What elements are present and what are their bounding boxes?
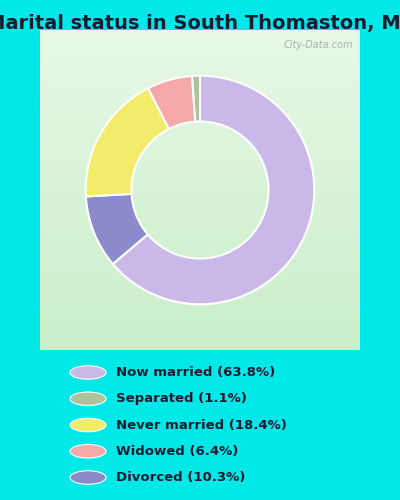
Wedge shape	[148, 76, 195, 129]
Text: Separated (1.1%): Separated (1.1%)	[116, 392, 247, 405]
Wedge shape	[192, 76, 200, 122]
Wedge shape	[113, 76, 314, 304]
Circle shape	[70, 418, 106, 432]
Circle shape	[70, 471, 106, 484]
Wedge shape	[86, 194, 148, 264]
Text: Widowed (6.4%): Widowed (6.4%)	[116, 445, 238, 458]
Wedge shape	[86, 88, 169, 196]
Circle shape	[70, 366, 106, 379]
Text: City-Data.com: City-Data.com	[284, 40, 354, 50]
Text: Divorced (10.3%): Divorced (10.3%)	[116, 471, 245, 484]
Text: Now married (63.8%): Now married (63.8%)	[116, 366, 275, 379]
Text: Never married (18.4%): Never married (18.4%)	[116, 418, 287, 432]
Text: Marital status in South Thomaston, ME: Marital status in South Thomaston, ME	[0, 14, 400, 33]
Circle shape	[70, 392, 106, 406]
Circle shape	[70, 444, 106, 458]
